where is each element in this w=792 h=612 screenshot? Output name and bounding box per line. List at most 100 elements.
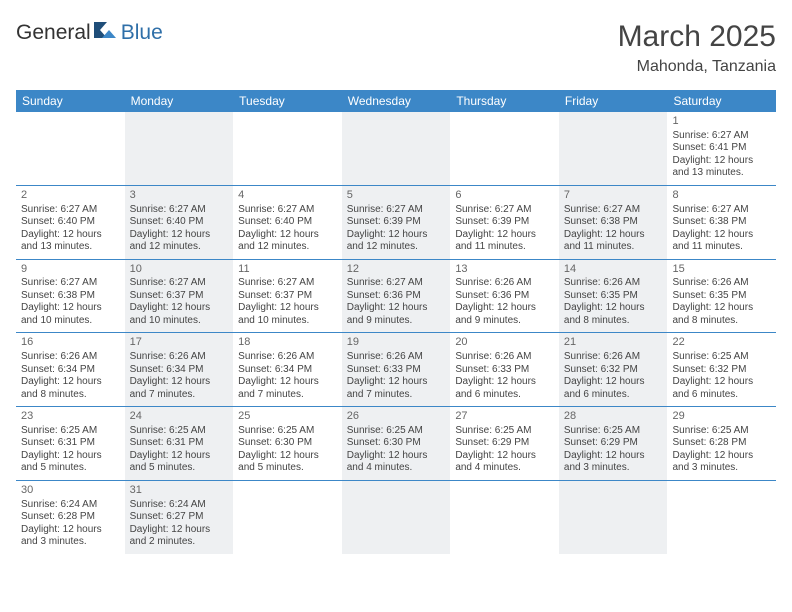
day-detail: Sunset: 6:33 PM: [347, 364, 446, 377]
day-detail: Daylight: 12 hours: [130, 302, 229, 315]
day-detail: and 9 minutes.: [455, 315, 554, 328]
day-cell: [559, 112, 668, 185]
day-number: 8: [672, 189, 771, 203]
day-number: 1: [672, 115, 771, 129]
day-detail: Daylight: 12 hours: [21, 450, 120, 463]
day-detail: and 12 minutes.: [238, 241, 337, 254]
day-detail: Sunset: 6:29 PM: [455, 437, 554, 450]
day-cell: 9Sunrise: 6:27 AMSunset: 6:38 PMDaylight…: [16, 260, 125, 333]
day-detail: Sunset: 6:30 PM: [238, 437, 337, 450]
header: General Blue March 2025 Mahonda, Tanzani…: [16, 20, 776, 76]
day-detail: and 11 minutes.: [564, 241, 663, 254]
day-number: 12: [347, 263, 446, 277]
day-detail: and 4 minutes.: [347, 462, 446, 475]
day-detail: Sunset: 6:39 PM: [455, 216, 554, 229]
logo-text-1: General: [16, 21, 91, 45]
calendar-body: 1Sunrise: 6:27 AMSunset: 6:41 PMDaylight…: [16, 112, 776, 554]
day-detail: Daylight: 12 hours: [672, 302, 771, 315]
day-detail: Daylight: 12 hours: [455, 450, 554, 463]
week-row: 23Sunrise: 6:25 AMSunset: 6:31 PMDayligh…: [16, 407, 776, 481]
day-detail: Sunrise: 6:27 AM: [347, 277, 446, 290]
day-detail: Sunset: 6:40 PM: [238, 216, 337, 229]
day-cell: 10Sunrise: 6:27 AMSunset: 6:37 PMDayligh…: [125, 260, 234, 333]
day-number: 24: [130, 410, 229, 424]
day-detail: and 7 minutes.: [238, 389, 337, 402]
day-detail: Daylight: 12 hours: [672, 376, 771, 389]
day-detail: Sunset: 6:41 PM: [672, 142, 771, 155]
day-detail: Sunrise: 6:27 AM: [672, 130, 771, 143]
day-cell: 31Sunrise: 6:24 AMSunset: 6:27 PMDayligh…: [125, 481, 234, 554]
week-row: 9Sunrise: 6:27 AMSunset: 6:38 PMDaylight…: [16, 260, 776, 334]
day-cell: 16Sunrise: 6:26 AMSunset: 6:34 PMDayligh…: [16, 333, 125, 406]
day-detail: Sunrise: 6:25 AM: [347, 425, 446, 438]
day-detail: Daylight: 12 hours: [564, 450, 663, 463]
day-detail: Daylight: 12 hours: [455, 376, 554, 389]
day-detail: and 3 minutes.: [21, 536, 120, 549]
day-detail: Sunset: 6:28 PM: [21, 511, 120, 524]
day-detail: Daylight: 12 hours: [347, 302, 446, 315]
day-detail: Daylight: 12 hours: [564, 229, 663, 242]
day-detail: Sunrise: 6:27 AM: [238, 204, 337, 217]
day-detail: Daylight: 12 hours: [564, 302, 663, 315]
day-detail: Sunrise: 6:24 AM: [21, 499, 120, 512]
week-row: 30Sunrise: 6:24 AMSunset: 6:28 PMDayligh…: [16, 481, 776, 554]
day-cell: 3Sunrise: 6:27 AMSunset: 6:40 PMDaylight…: [125, 186, 234, 259]
day-number: 29: [672, 410, 771, 424]
day-detail: Sunrise: 6:27 AM: [130, 204, 229, 217]
day-detail: and 6 minutes.: [455, 389, 554, 402]
day-number: 4: [238, 189, 337, 203]
day-cell: 2Sunrise: 6:27 AMSunset: 6:40 PMDaylight…: [16, 186, 125, 259]
day-cell: 6Sunrise: 6:27 AMSunset: 6:39 PMDaylight…: [450, 186, 559, 259]
weekday-header: Saturday: [667, 90, 776, 112]
day-detail: Sunset: 6:38 PM: [564, 216, 663, 229]
day-cell: [342, 112, 451, 185]
day-detail: and 4 minutes.: [455, 462, 554, 475]
day-detail: Daylight: 12 hours: [347, 450, 446, 463]
day-detail: and 3 minutes.: [672, 462, 771, 475]
day-number: 17: [130, 336, 229, 350]
flag-icon: [93, 20, 119, 45]
day-detail: and 11 minutes.: [455, 241, 554, 254]
week-row: 16Sunrise: 6:26 AMSunset: 6:34 PMDayligh…: [16, 333, 776, 407]
day-detail: Daylight: 12 hours: [238, 302, 337, 315]
day-detail: Daylight: 12 hours: [130, 524, 229, 537]
day-detail: Sunrise: 6:27 AM: [130, 277, 229, 290]
day-detail: Sunset: 6:38 PM: [21, 290, 120, 303]
day-number: 5: [347, 189, 446, 203]
day-number: 27: [455, 410, 554, 424]
day-detail: Sunset: 6:29 PM: [564, 437, 663, 450]
day-cell: [667, 481, 776, 554]
day-cell: [125, 112, 234, 185]
day-detail: and 11 minutes.: [672, 241, 771, 254]
day-detail: and 5 minutes.: [238, 462, 337, 475]
day-detail: and 9 minutes.: [347, 315, 446, 328]
day-cell: 7Sunrise: 6:27 AMSunset: 6:38 PMDaylight…: [559, 186, 668, 259]
day-cell: 29Sunrise: 6:25 AMSunset: 6:28 PMDayligh…: [667, 407, 776, 480]
day-cell: 28Sunrise: 6:25 AMSunset: 6:29 PMDayligh…: [559, 407, 668, 480]
day-detail: Sunset: 6:34 PM: [238, 364, 337, 377]
day-detail: Daylight: 12 hours: [347, 376, 446, 389]
day-cell: 5Sunrise: 6:27 AMSunset: 6:39 PMDaylight…: [342, 186, 451, 259]
day-detail: Sunset: 6:36 PM: [347, 290, 446, 303]
day-cell: 13Sunrise: 6:26 AMSunset: 6:36 PMDayligh…: [450, 260, 559, 333]
day-detail: and 8 minutes.: [672, 315, 771, 328]
day-detail: Sunrise: 6:25 AM: [672, 351, 771, 364]
day-cell: 18Sunrise: 6:26 AMSunset: 6:34 PMDayligh…: [233, 333, 342, 406]
day-detail: Sunrise: 6:24 AM: [130, 499, 229, 512]
day-detail: Sunrise: 6:26 AM: [455, 277, 554, 290]
weekday-header: Tuesday: [233, 90, 342, 112]
day-detail: Daylight: 12 hours: [238, 450, 337, 463]
day-cell: 15Sunrise: 6:26 AMSunset: 6:35 PMDayligh…: [667, 260, 776, 333]
day-detail: Sunrise: 6:26 AM: [21, 351, 120, 364]
day-detail: and 10 minutes.: [238, 315, 337, 328]
day-detail: Sunset: 6:30 PM: [347, 437, 446, 450]
day-detail: Daylight: 12 hours: [672, 450, 771, 463]
day-number: 15: [672, 263, 771, 277]
day-cell: [233, 481, 342, 554]
day-cell: 30Sunrise: 6:24 AMSunset: 6:28 PMDayligh…: [16, 481, 125, 554]
logo-text-2: Blue: [121, 21, 163, 45]
day-number: 14: [564, 263, 663, 277]
day-number: 30: [21, 484, 120, 498]
day-detail: Sunset: 6:34 PM: [21, 364, 120, 377]
day-number: 16: [21, 336, 120, 350]
